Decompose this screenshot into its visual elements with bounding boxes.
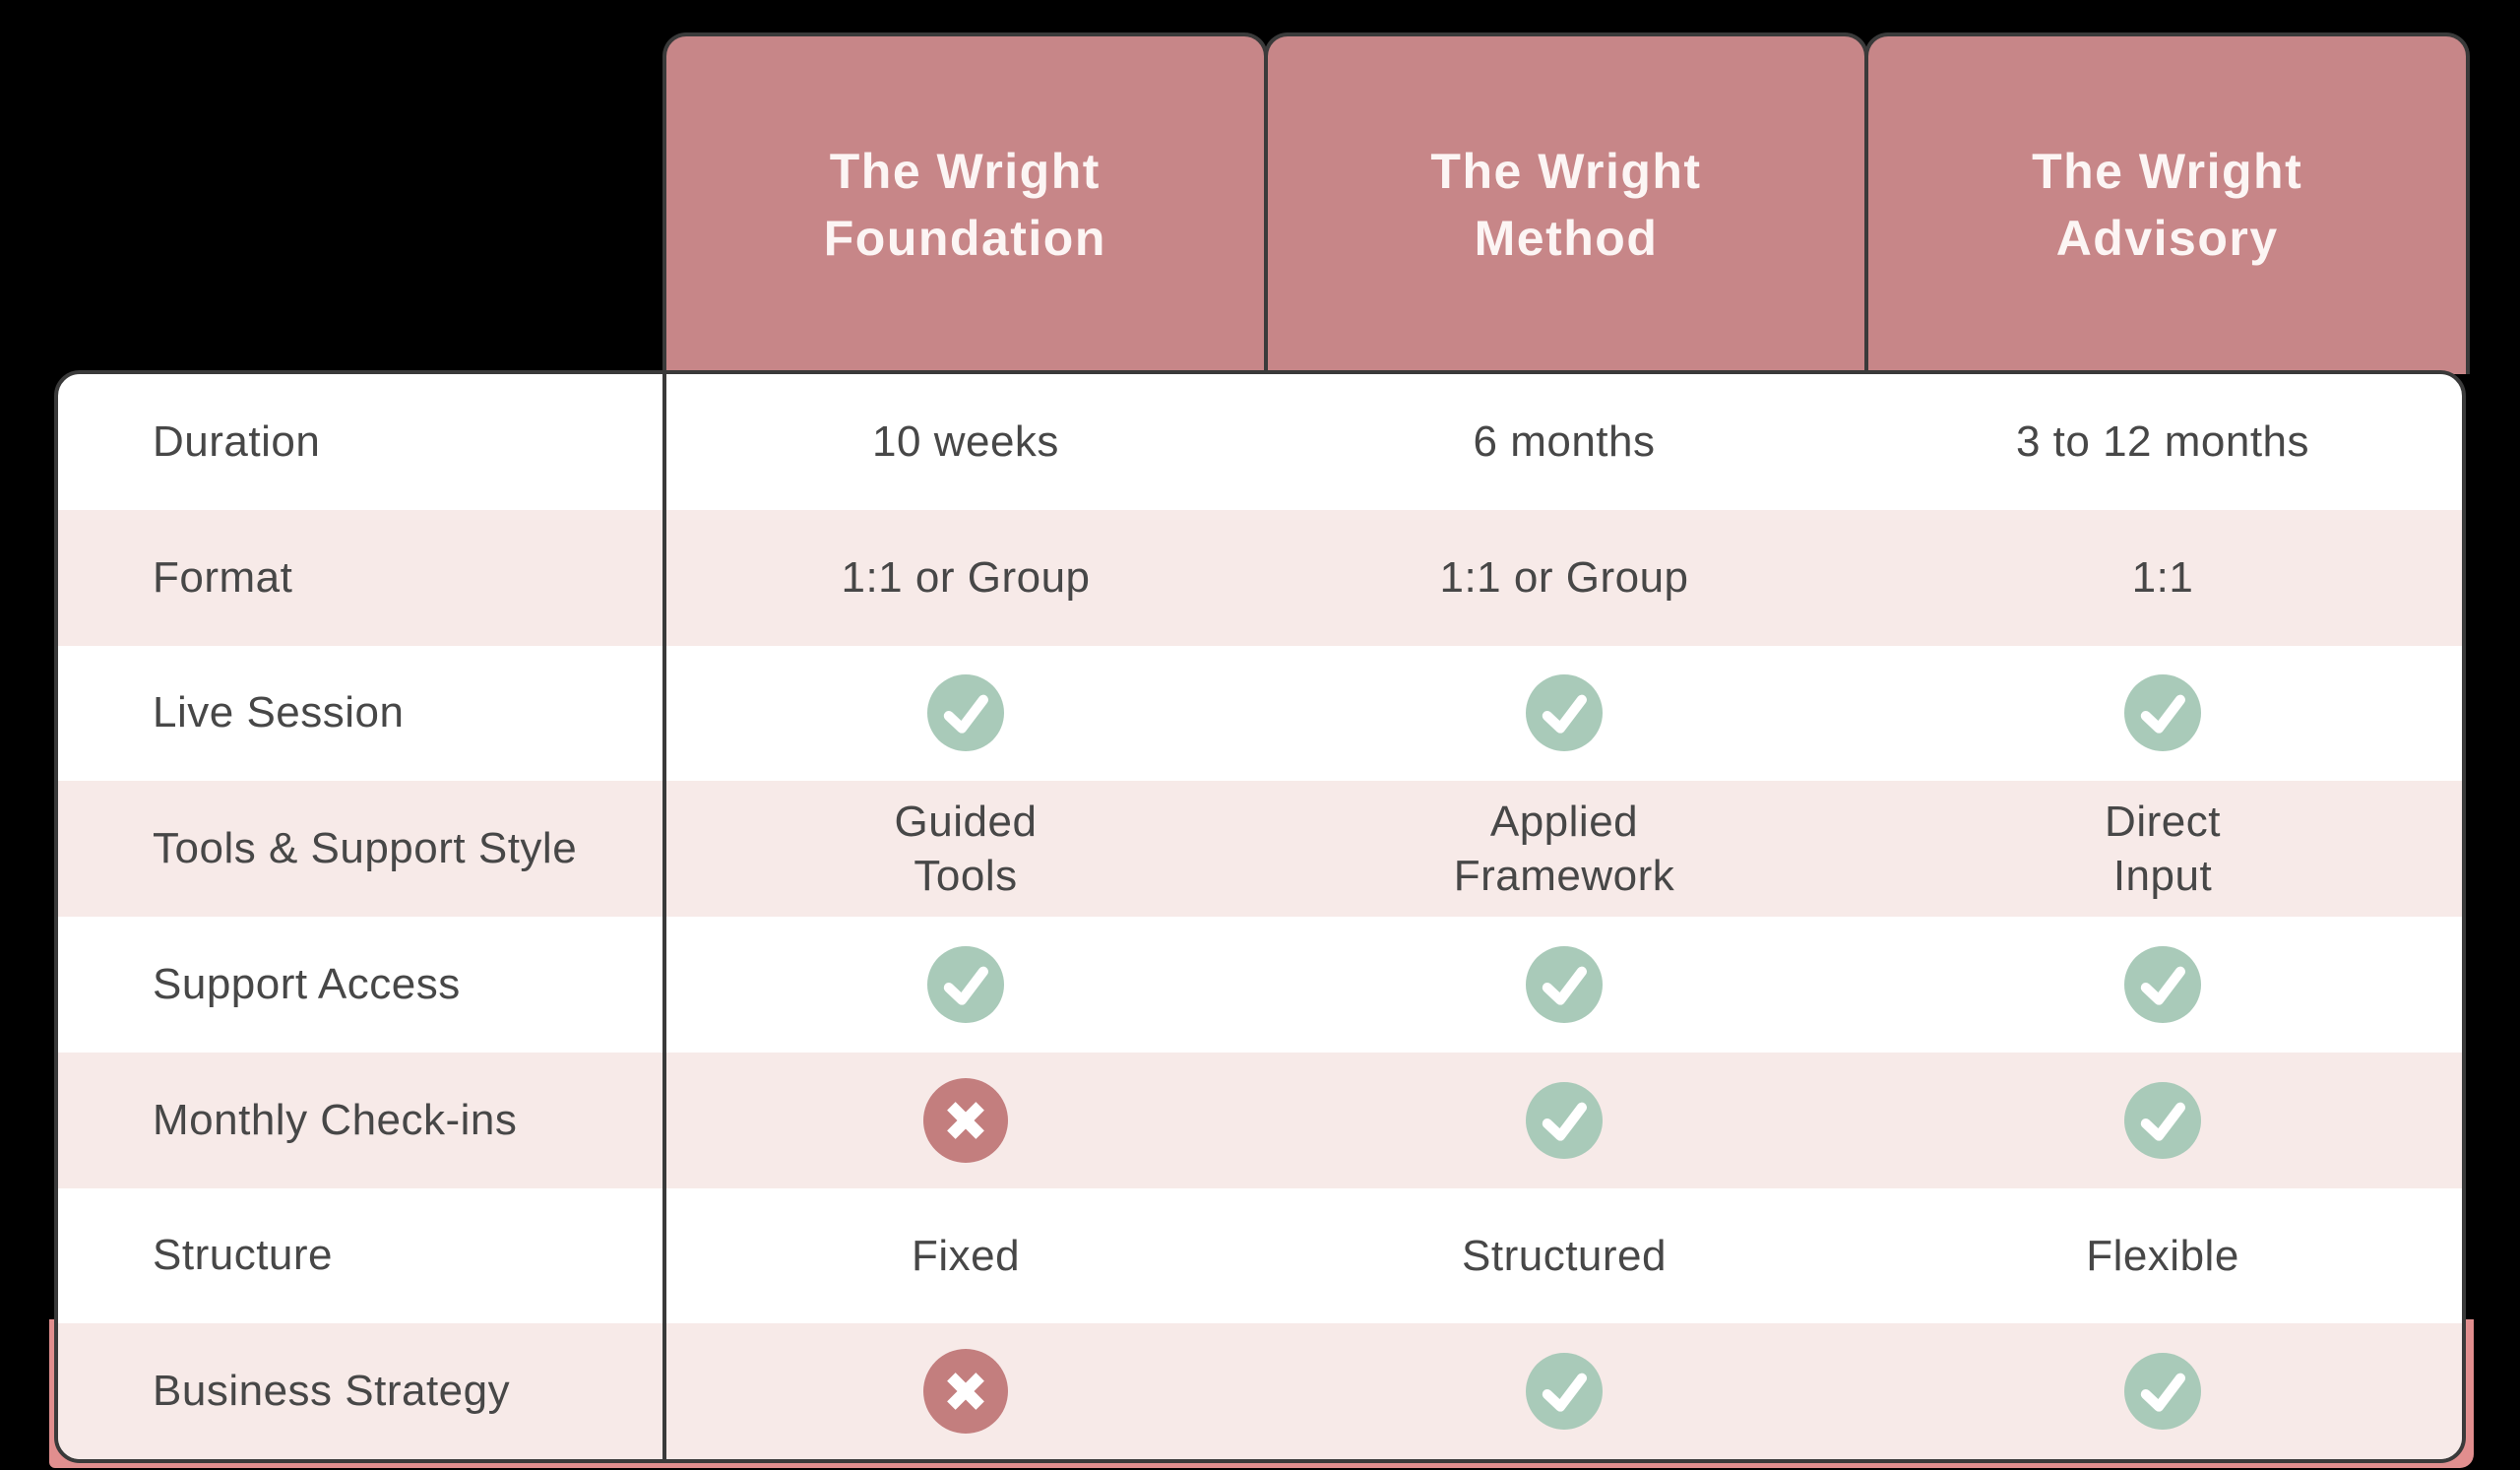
cell-value: Guided Tools [894, 798, 1038, 901]
check-icon [2124, 1353, 2201, 1431]
value-cell [1265, 646, 1863, 782]
value-cell: Applied Framework [1265, 781, 1863, 917]
cell-value: Fixed [911, 1231, 1021, 1280]
cell-value: Flexible [2086, 1231, 2239, 1280]
row-label-cell: Tools & Support Style [58, 781, 666, 917]
table-row: Format 1:1 or Group 1:1 or Group 1:1 [58, 509, 2462, 646]
value-cell [1863, 1053, 2462, 1188]
table-row: Monthly Check-ins [58, 1052, 2462, 1188]
cell-value: 3 to 12 months [2015, 417, 2310, 467]
value-cell [1863, 1323, 2462, 1459]
row-label-cell: Monthly Check-ins [58, 1053, 666, 1188]
header-cell-advisory: The Wright Advisory [1864, 32, 2471, 374]
cell-value: Direct Input [2105, 798, 2221, 901]
value-cell [666, 1053, 1265, 1188]
value-cell: Direct Input [1863, 781, 2462, 917]
row-label: Live Session [153, 688, 405, 737]
value-cell: 1:1 [1863, 510, 2462, 646]
row-label: Structure [153, 1231, 334, 1280]
value-cell [666, 646, 1265, 782]
value-cell: Fixed [666, 1188, 1265, 1324]
check-icon [1526, 1081, 1603, 1159]
row-label-cell: Live Session [58, 646, 666, 782]
value-cell [1863, 917, 2462, 1053]
value-cell: Structured [1265, 1188, 1863, 1324]
row-label: Format [153, 552, 293, 602]
value-cell: 3 to 12 months [1863, 374, 2462, 510]
check-icon [2124, 945, 2201, 1023]
cell-value: 1:1 or Group [841, 553, 1091, 603]
row-label-cell: Duration [58, 374, 666, 510]
table-row: Duration 10 weeks 6 months 3 to 12 months [58, 374, 2462, 510]
cell-value: 1:1 [2131, 553, 2194, 603]
header-cell-method: The Wright Method [1263, 32, 1869, 374]
table-row: Live Session [58, 646, 2462, 782]
value-cell: 10 weeks [666, 374, 1265, 510]
table-body: Duration 10 weeks 6 months 3 to 12 months … [58, 374, 2462, 1459]
value-cell: 1:1 or Group [1265, 510, 1863, 646]
value-cell [666, 917, 1265, 1053]
value-cell [1265, 1053, 1863, 1188]
header-title: The Wright Foundation [823, 144, 1106, 266]
table-row: Structure Fixed Structured Flexible [58, 1188, 2462, 1324]
row-label: Duration [153, 416, 321, 466]
row-label-cell: Support Access [58, 917, 666, 1053]
table-row: Business Strategy [58, 1323, 2462, 1459]
table-header: The Wright Foundation The Wright Method … [662, 32, 2471, 374]
value-cell [666, 1323, 1265, 1459]
cell-value: 10 weeks [872, 417, 1059, 467]
value-cell: Flexible [1863, 1188, 2462, 1324]
row-label: Support Access [153, 959, 461, 1008]
value-cell [1265, 1323, 1863, 1459]
label-column-divider [662, 374, 666, 1459]
row-label: Business Strategy [153, 1367, 511, 1416]
cell-value: 1:1 or Group [1439, 553, 1689, 603]
check-icon [1526, 674, 1603, 752]
value-cell [1265, 917, 1863, 1053]
check-icon [2124, 674, 2201, 752]
check-icon [2124, 1081, 2201, 1159]
check-icon [1526, 945, 1603, 1023]
x-icon [923, 1349, 1008, 1435]
row-label-cell: Format [58, 510, 666, 646]
cell-value: Applied Framework [1453, 798, 1675, 901]
row-label: Monthly Check-ins [153, 1095, 518, 1144]
comparison-table: Duration 10 weeks 6 months 3 to 12 months … [54, 370, 2466, 1463]
value-cell [1863, 646, 2462, 782]
table-row: Support Access [58, 917, 2462, 1053]
row-label-cell: Business Strategy [58, 1323, 666, 1459]
header-title: The Wright Method [1430, 144, 1702, 266]
header-cell-foundation: The Wright Foundation [662, 32, 1268, 374]
x-icon [923, 1077, 1008, 1163]
value-cell: Guided Tools [666, 781, 1265, 917]
row-label: Tools & Support Style [153, 824, 578, 873]
cell-value: 6 months [1473, 417, 1656, 467]
check-icon [1526, 1353, 1603, 1431]
table-row: Tools & Support Style Guided Tools Applie… [58, 781, 2462, 917]
header-title: The Wright Advisory [2032, 144, 2303, 266]
cell-value: Structured [1462, 1231, 1667, 1280]
check-icon [927, 945, 1004, 1023]
row-label-cell: Structure [58, 1188, 666, 1324]
check-icon [927, 674, 1004, 752]
value-cell: 1:1 or Group [666, 510, 1265, 646]
value-cell: 6 months [1265, 374, 1863, 510]
